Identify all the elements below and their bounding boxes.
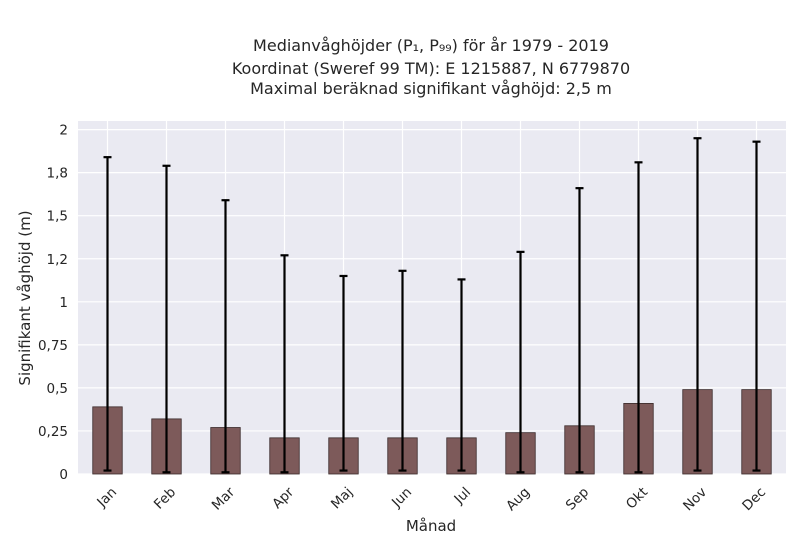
y-tick-label: 1,8 [47, 166, 68, 182]
error-bar-jul [457, 278, 466, 472]
x-tick-label: Nov [680, 484, 710, 514]
y-tick-label: 1 [59, 295, 68, 311]
error-bar-jun [398, 269, 407, 472]
error-bars [103, 137, 761, 474]
y-tick-label: 0,5 [47, 381, 68, 397]
x-tick-label: Feb [151, 484, 179, 512]
x-tick-label: Apr [269, 484, 297, 512]
x-tick-label: Aug [503, 484, 533, 514]
y-tick-labels: 0 0,25 0,5 0,75 1 1,2 1,5 1,8 2 [38, 123, 68, 483]
x-tick-labels: Jan Feb Mar Apr Maj Jun Jul Aug Sep Okt Nov Dec [93, 484, 769, 514]
y-tick-label: 2 [59, 123, 68, 139]
error-bar-okt [634, 161, 643, 474]
x-tick-label: Sep [563, 484, 592, 513]
chart-title-line-3: Maximal beräknad signifikant våghöjd: 2,… [250, 79, 612, 98]
y-axis-label: Signifikant våghöjd (m) [16, 210, 34, 385]
y-tick-label: 1,5 [47, 209, 68, 225]
x-tick-label: Maj [328, 484, 356, 512]
x-tick-label: Okt [623, 484, 651, 512]
y-tick-label: 0 [59, 467, 68, 483]
y-tick-label: 0,75 [38, 338, 68, 354]
error-bar-maj [339, 274, 348, 472]
x-tick-label: Jun [388, 484, 415, 511]
error-bar-dec [752, 140, 761, 472]
x-tick-label: Mar [209, 484, 239, 514]
x-axis-label: Månad [406, 517, 456, 535]
x-tick-label: Jul [451, 484, 475, 508]
error-bar-apr [280, 254, 289, 474]
y-tick-label: 0,25 [38, 424, 68, 440]
chart-title-line-2: Koordinat (Sweref 99 TM): E 1215887, N 6… [232, 59, 630, 78]
chart-title-line-1: Medianvåghöjder (P₁, P₉₉) för år 1979 - … [253, 36, 609, 55]
x-tick-label: Dec [739, 484, 769, 514]
error-bar-aug [516, 250, 525, 474]
error-bar-feb [162, 164, 171, 474]
x-tick-label: Jan [93, 484, 120, 511]
error-bar-sep [575, 187, 584, 474]
plot-area [78, 121, 786, 474]
error-bar-mar [221, 199, 230, 474]
chart-title: Medianvåghöjder (P₁, P₉₉) för år 1979 - … [232, 36, 630, 98]
y-tick-label: 1,2 [47, 252, 68, 268]
error-bar-jan [103, 156, 112, 472]
error-bar-nov [693, 137, 702, 472]
